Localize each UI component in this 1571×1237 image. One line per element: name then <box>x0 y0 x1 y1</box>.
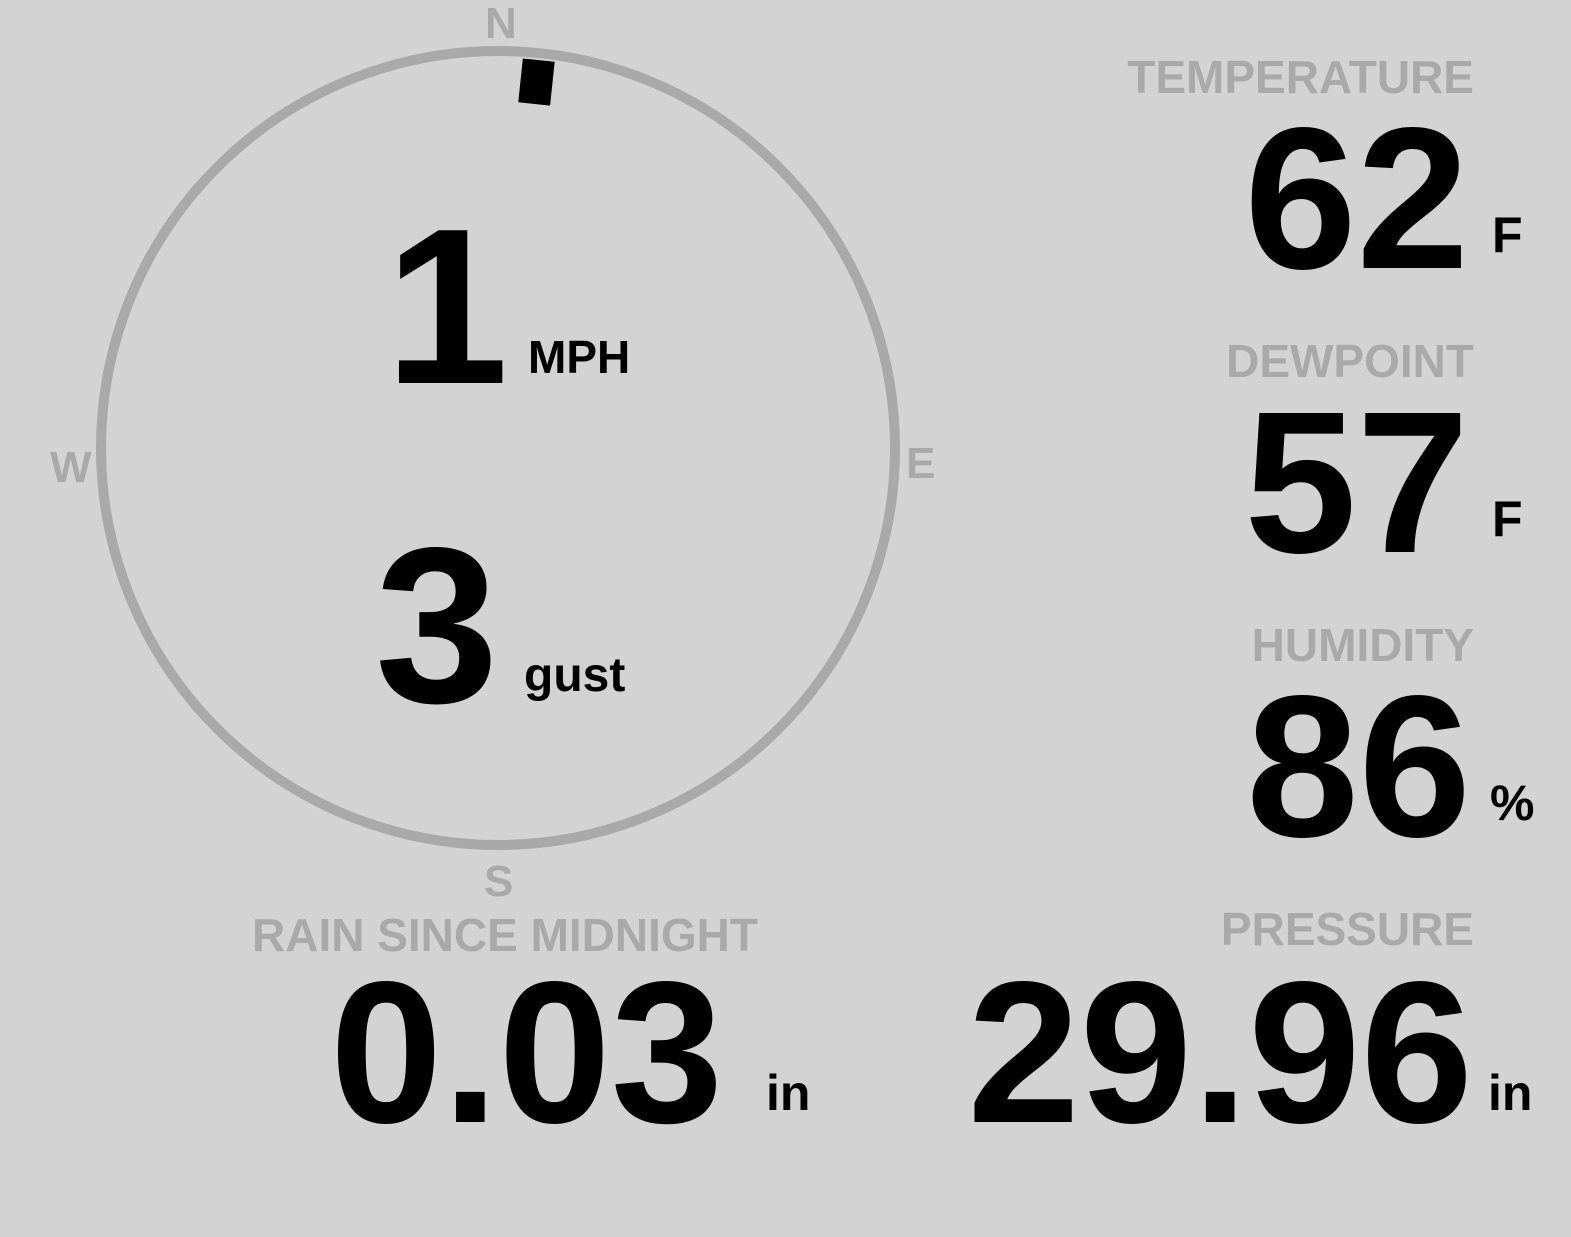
pressure-value: 29.96 <box>967 939 1474 1165</box>
humidity-value: 86 <box>1246 653 1471 879</box>
dewpoint-label: DEWPOINT <box>1226 335 1474 387</box>
pressure-unit: in <box>1488 1065 1533 1121</box>
compass-ring <box>96 46 900 850</box>
wind-gust-value: 3 <box>375 502 499 750</box>
compass-east: E <box>906 439 936 488</box>
wind-speed-unit: MPH <box>528 331 631 383</box>
compass-south: S <box>484 857 514 906</box>
temperature-unit: F <box>1492 207 1523 263</box>
rain-label: RAIN SINCE MIDNIGHT <box>252 909 758 961</box>
wind-speed-value: 1 <box>385 183 509 431</box>
wind-direction-pointer <box>518 58 555 106</box>
humidity-unit: % <box>1490 775 1535 831</box>
temperature-label: TEMPERATURE <box>1127 51 1474 103</box>
temperature-value: 62 <box>1244 85 1469 311</box>
rain-value: 0.03 <box>330 939 724 1165</box>
wind-gust-label: gust <box>524 649 626 702</box>
dewpoint-unit: F <box>1492 491 1523 547</box>
compass-north: N <box>485 0 517 48</box>
compass-west: W <box>50 443 92 492</box>
humidity-label: HUMIDITY <box>1251 619 1474 671</box>
rain-unit: in <box>766 1065 811 1121</box>
dewpoint-value: 57 <box>1244 369 1469 595</box>
pressure-label: PRESSURE <box>1220 903 1474 955</box>
